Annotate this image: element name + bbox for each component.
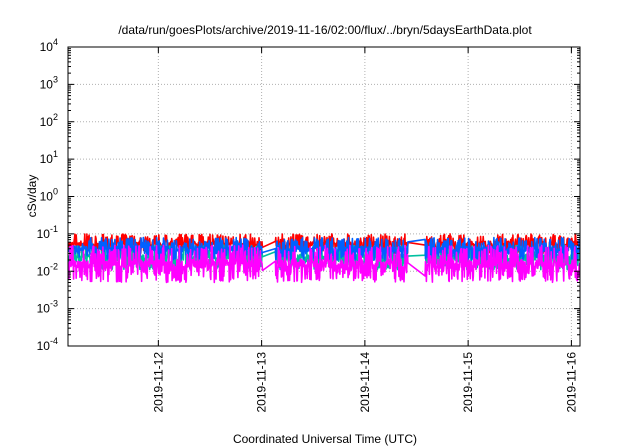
x-tick-label: 2019-11-16 xyxy=(564,352,578,413)
x-tick-label: 2019-11-15 xyxy=(461,352,475,413)
grid-lines xyxy=(68,47,580,346)
series-line xyxy=(68,244,580,284)
y-tick-label: 10-3 xyxy=(37,299,58,316)
y-tick-label: 102 xyxy=(40,112,58,129)
series-line xyxy=(68,236,580,261)
y-tick-label: 10-2 xyxy=(37,261,58,278)
y-tick-label: 100 xyxy=(40,187,58,204)
y-tick-label: 103 xyxy=(40,74,58,91)
y-axis: 10-4 10-3 10-2 10-1 100 101 102 103 104 xyxy=(37,37,580,353)
plot-area xyxy=(68,233,580,284)
y-tick-label: 10-1 xyxy=(37,224,58,241)
x-tick-label: 2019-11-12 xyxy=(151,352,165,413)
y-tick-label: 104 xyxy=(40,37,58,54)
x-axis-label: Coordinated Universal Time (UTC) xyxy=(233,432,417,446)
x-axis: 2019-11-12 2019-11-13 2019-11-14 2019-11-15… xyxy=(151,47,578,413)
y-tick-label: 10-4 xyxy=(37,336,58,353)
chart-title: /data/run/goesPlots/archive/2019-11-16/0… xyxy=(118,23,532,37)
x-tick-label: 2019-11-14 xyxy=(358,352,372,413)
y-axis-label: cSv/day xyxy=(25,175,39,218)
x-tick-label: 2019-11-13 xyxy=(255,352,269,413)
y-tick-label: 101 xyxy=(40,149,58,166)
